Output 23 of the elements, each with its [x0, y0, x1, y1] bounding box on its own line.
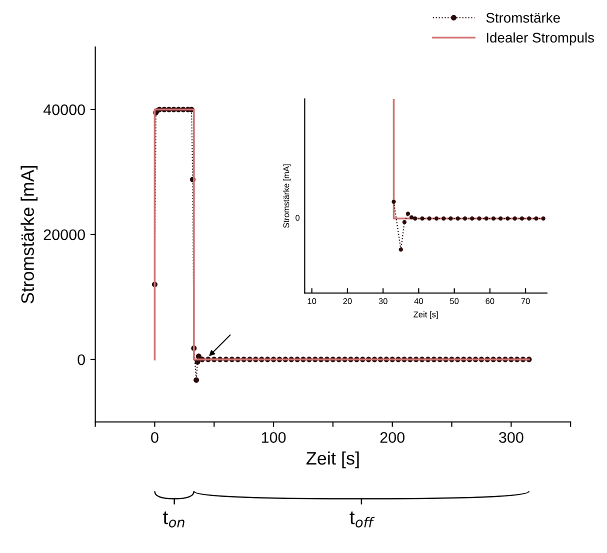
x-tick-label: 100 [262, 432, 286, 443]
x-axis-title: Zeit [s] [414, 311, 438, 320]
x-tick-label: 40 [414, 298, 423, 304]
x-tick-label: 20 [343, 298, 352, 304]
x-tick-label: 200 [380, 432, 404, 443]
text: t$_{off}$ [350, 512, 375, 528]
legend-label: Stromstärke [486, 12, 560, 23]
y-tick-label: 40000 [43, 104, 85, 116]
annotation: 0 [296, 214, 300, 221]
y-axis-title: Stromstärke [mA] [283, 164, 291, 228]
x-axis-title: Zeit [s] [306, 451, 359, 468]
x-tick-label: 60 [486, 298, 494, 304]
y-tick-label: 20000 [44, 229, 85, 240]
y-tick-label: 0 [78, 354, 85, 366]
legend-label: Idealer Strompuls [486, 32, 594, 46]
x-tick-label: 70 [521, 298, 530, 304]
y-axis-title: Stromstärke [mA] [20, 166, 38, 304]
x-tick-label: 50 [450, 298, 459, 304]
x-tick-label: 30 [378, 298, 388, 304]
text: t$_{on}$ [163, 512, 184, 528]
x-tick-label: 0 [151, 432, 158, 443]
x-tick-label: 10 [308, 298, 316, 304]
x-tick-label: 300 [499, 432, 524, 443]
